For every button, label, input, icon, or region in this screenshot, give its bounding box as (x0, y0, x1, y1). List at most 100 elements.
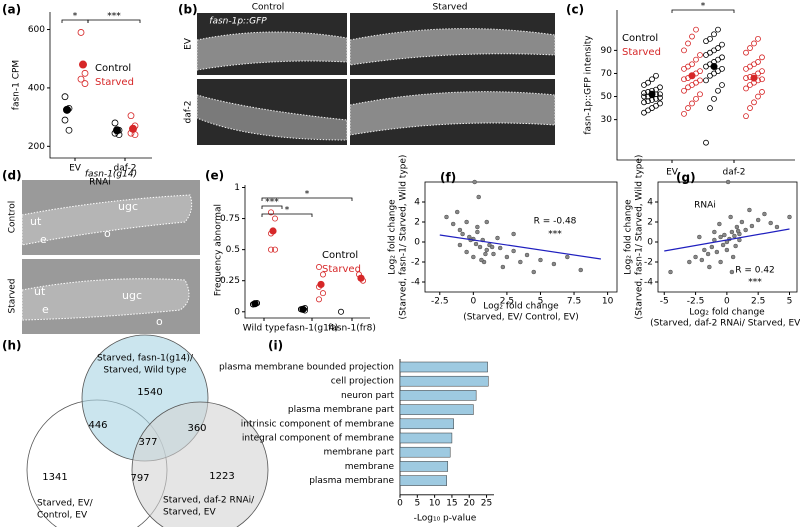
x-axis-label: (Starved, daf-2 RNAi/ Starved, EV) (650, 319, 800, 329)
data-point (707, 105, 713, 111)
bar (399, 390, 477, 401)
significance-label: * (305, 190, 310, 200)
annotation: R = 0.42 (735, 266, 775, 276)
x-axis-label: (Starved, EV/ Control, EV) (463, 313, 579, 323)
data-point (732, 233, 737, 239)
data-point (657, 91, 663, 98)
panel-letter: (e) (205, 169, 224, 183)
data-point (774, 224, 780, 230)
data-point (645, 79, 651, 86)
data-point (729, 269, 735, 275)
mean-point (357, 274, 365, 282)
worm (196, 31, 348, 71)
annotation: o (156, 315, 163, 328)
legend-entry: Starved (322, 264, 361, 275)
annotation: e (40, 233, 47, 246)
data-point (755, 217, 761, 223)
mean-point (251, 300, 259, 308)
data-point (693, 26, 699, 33)
data-point (739, 219, 745, 225)
data-point (457, 227, 463, 233)
data-point (518, 259, 523, 265)
panel-letter: (g) (676, 171, 696, 185)
data-point (703, 77, 709, 84)
data-point (484, 247, 489, 253)
row-label: EV (184, 37, 194, 50)
data-point (715, 26, 721, 33)
region-count: 360 (187, 423, 206, 434)
data-point (271, 246, 278, 253)
x-tick-label: 0 (470, 297, 476, 307)
data-point (715, 45, 721, 51)
data-point (743, 49, 749, 56)
data-point (749, 223, 755, 229)
data-point (77, 29, 85, 36)
inset-label: fasn-1p::GFP (209, 17, 267, 27)
significance-label: * (285, 206, 290, 216)
y-tick-label: 400 (28, 83, 45, 93)
y-axis-label: Log₂ fold change (624, 199, 634, 275)
mean-point (299, 305, 307, 313)
data-point (471, 254, 476, 260)
legend-entry: Control (322, 250, 358, 261)
image-title: fasn-1(g14) (85, 170, 137, 180)
significance-bracket (261, 205, 283, 209)
data-point (685, 40, 691, 47)
mean-point (688, 72, 696, 80)
data-point (719, 65, 725, 72)
data-point (734, 224, 740, 230)
x-tick-label: 7.5 (567, 297, 581, 307)
data-point (719, 41, 725, 48)
legend-entry: Starved (622, 47, 661, 58)
y-tick-label: integral component of membrane (242, 434, 395, 444)
data-point (475, 229, 480, 235)
bar (399, 432, 453, 444)
legend-entry: Control (95, 63, 131, 74)
legend-entry: Control (622, 33, 658, 44)
panel-letter: (c) (566, 3, 584, 17)
data-point (755, 59, 761, 65)
data-point (319, 290, 326, 297)
annotation: e (42, 303, 49, 316)
data-point (267, 209, 274, 216)
x-axis-label: Log₂ fold change (689, 308, 765, 318)
y-tick-label: plasma membrane (309, 476, 394, 486)
y-tick-label: cell projection (331, 377, 394, 387)
axis (616, 10, 795, 161)
data-point (718, 259, 723, 265)
x-axis-label: RNAi (694, 201, 716, 211)
data-point (538, 257, 543, 263)
panel-letter: (f) (440, 171, 456, 185)
x-tick-label: EV (666, 168, 679, 178)
data-point (81, 69, 89, 77)
y-tick-label: 70 (601, 69, 613, 79)
significance-bracket (671, 9, 735, 13)
data-point (730, 254, 736, 260)
data-point (681, 87, 687, 94)
micrographs-d: fasn-1(g14) Control Starved ut ugc e o u… (8, 170, 200, 334)
annotation: ugc (122, 289, 142, 302)
data-point (743, 85, 749, 92)
y-axis-label: Log₂ fold change (388, 199, 398, 275)
x-tick-label: -2.5 (431, 297, 449, 307)
data-point (735, 228, 741, 234)
data-point (681, 110, 687, 117)
data-point (65, 126, 73, 134)
bar (399, 361, 488, 373)
data-point (491, 251, 496, 257)
panel-letter: (d) (2, 169, 22, 183)
region-count: 1341 (42, 472, 67, 483)
y-tick-label: 0.75 (220, 214, 240, 224)
data-point (707, 35, 713, 42)
region-count: 377 (138, 437, 157, 448)
y-axis-label: Frequency abnormal (214, 204, 224, 296)
data-point (728, 214, 733, 220)
data-point (755, 35, 761, 42)
legend-entry: Starved (95, 77, 134, 88)
data-point (714, 249, 720, 255)
y-tick-label: 0.25 (220, 276, 240, 286)
y-tick-label: 2 (647, 218, 653, 228)
data-point (747, 105, 753, 111)
data-point (747, 207, 752, 213)
